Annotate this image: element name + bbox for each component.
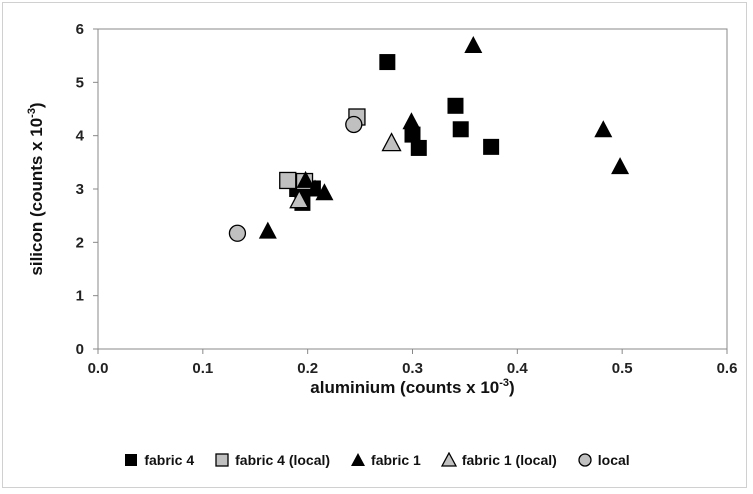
fabric-1-point bbox=[594, 120, 613, 138]
fabric-1-point bbox=[258, 221, 277, 239]
legend-item-fabric-4: fabric 4 bbox=[123, 452, 194, 468]
fabric-4-point bbox=[452, 121, 469, 138]
y-tick-label: 4 bbox=[76, 128, 85, 145]
triangle-marker-icon bbox=[351, 453, 366, 466]
plot-area bbox=[97, 28, 728, 350]
x-tick-label: 0.1 bbox=[192, 360, 213, 377]
y-tick-label: 1 bbox=[76, 288, 84, 305]
square-marker-icon bbox=[215, 453, 229, 467]
y-tick-label: 6 bbox=[76, 21, 84, 38]
fabric-1-point bbox=[306, 179, 325, 197]
fabric-4-point bbox=[410, 139, 427, 156]
fabric-1-point bbox=[315, 183, 334, 201]
chart-frame bbox=[2, 2, 747, 488]
legend: fabric 4 fabric 4 (local) fabric 1 fabric 1… bbox=[0, 452, 753, 468]
fabric-4-point bbox=[404, 126, 421, 143]
legend-item-fabric-1: fabric 1 bbox=[350, 452, 421, 468]
scatter-chart: 0.0 0.1 0.2 0.3 0.4 0.5 0.6 0 1 2 3 4 5 6 aluminium (… bbox=[26, 21, 738, 397]
circle-marker-icon bbox=[578, 453, 592, 467]
legend-label: fabric 1 (local) bbox=[461, 452, 557, 468]
y-axis-title: silicon (counts x 10-3) bbox=[26, 102, 46, 275]
fabric-1-local-point bbox=[381, 132, 402, 152]
square-marker-icon bbox=[125, 454, 138, 466]
y-tick-label: 2 bbox=[76, 234, 84, 251]
x-tick-label: 0.3 bbox=[402, 360, 423, 377]
axis-ticks: 0.0 0.1 0.2 0.3 0.4 0.5 0.6 0 1 2 3 4 5 6 bbox=[76, 21, 738, 377]
legend-item-fabric-1-local: fabric 1 (local) bbox=[440, 452, 557, 468]
fabric-1-point bbox=[296, 170, 315, 188]
fabric-1-local-point bbox=[289, 189, 310, 209]
x-tick-label: 0.0 bbox=[88, 360, 109, 377]
x-tick-label: 0.5 bbox=[612, 360, 633, 377]
legend-item-fabric-4-local: fabric 4 (local) bbox=[214, 452, 330, 468]
legend-label: fabric 1 bbox=[371, 452, 421, 468]
legend-label: local bbox=[597, 452, 630, 468]
legend-label: fabric 4 bbox=[144, 452, 195, 468]
local-point bbox=[228, 224, 247, 242]
triangle-marker-icon bbox=[440, 452, 457, 467]
x-tick-label: 0.4 bbox=[507, 360, 529, 377]
x-tick-label: 0.2 bbox=[297, 360, 318, 377]
fabric-4-point bbox=[379, 54, 396, 71]
fabric-1-point bbox=[611, 157, 630, 175]
x-axis-title: aluminium (counts x 10-3) bbox=[310, 377, 514, 397]
legend-item-local: local bbox=[577, 452, 630, 468]
fabric-1-point bbox=[402, 112, 421, 130]
y-tick-label: 0 bbox=[76, 341, 84, 358]
legend-label: fabric 4 (local) bbox=[235, 452, 331, 468]
fabric-4-local-point bbox=[279, 171, 297, 190]
y-tick-label: 5 bbox=[76, 74, 84, 91]
x-tick-label: 0.6 bbox=[717, 360, 738, 377]
fabric-4-point bbox=[483, 138, 500, 155]
fabric-4-point bbox=[447, 97, 464, 114]
data-points bbox=[228, 36, 630, 242]
y-tick-label: 3 bbox=[76, 181, 84, 198]
fabric-1-point bbox=[464, 36, 483, 53]
local-point bbox=[345, 115, 363, 134]
